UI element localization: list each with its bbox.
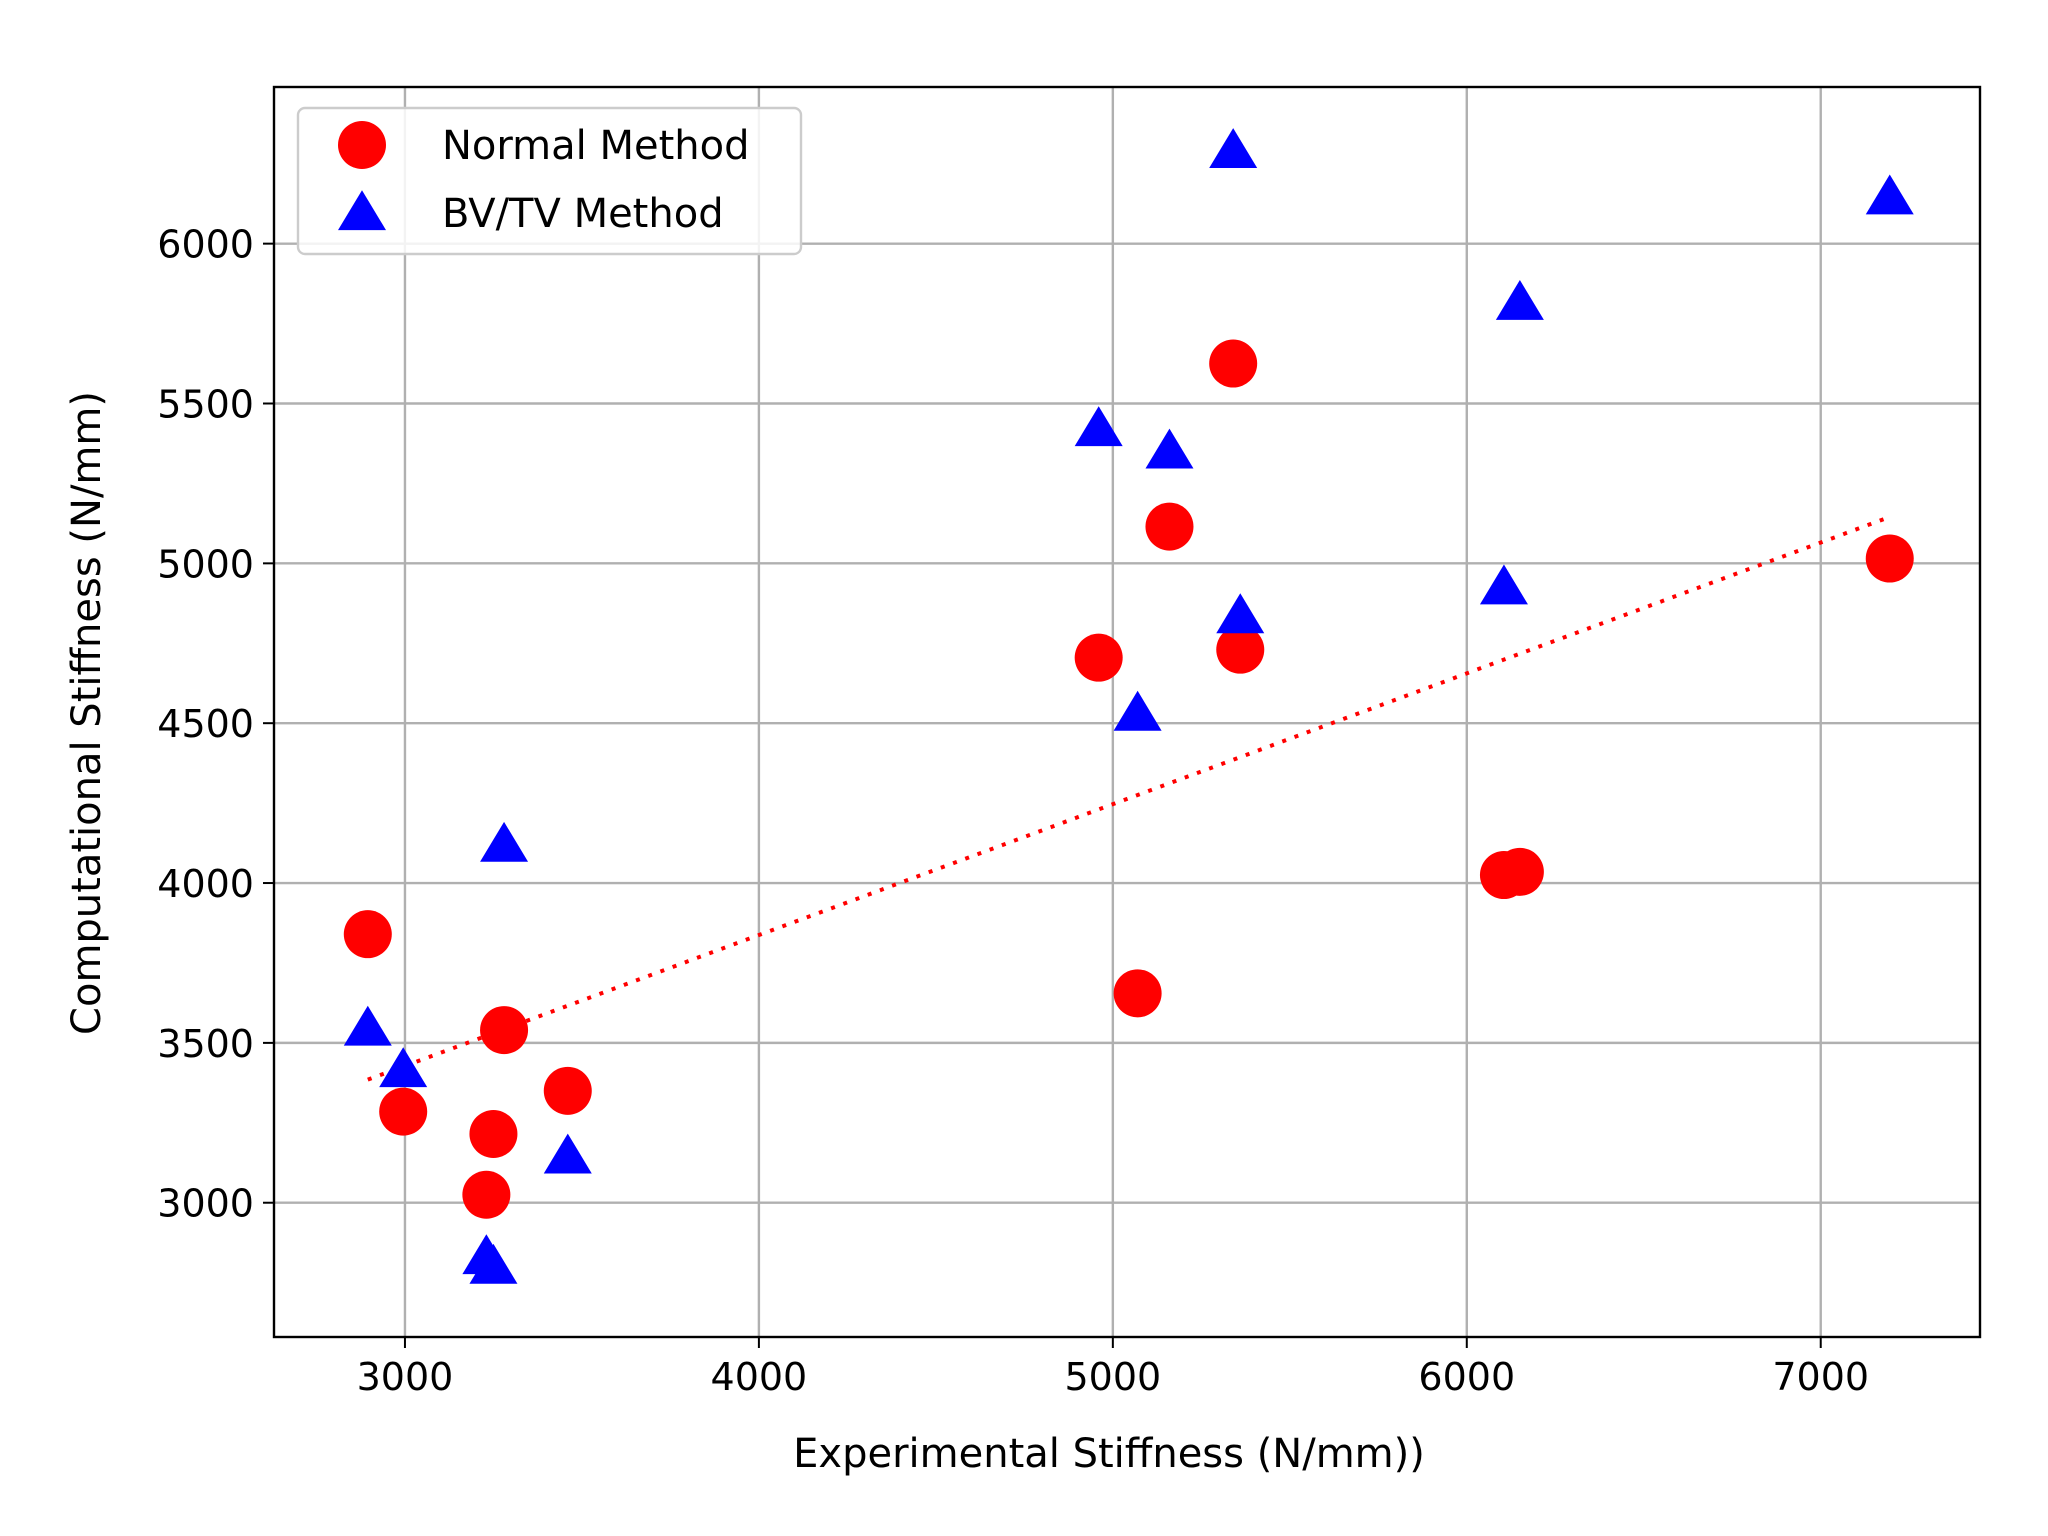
bvtv-method-point-5 — [543, 1133, 592, 1174]
normal-method-point-2 — [462, 1170, 511, 1219]
x-axis-title: Experimental Stiffness (N/mm)) — [793, 1431, 1425, 1477]
trendline-group — [367, 515, 1891, 1082]
normal-method-point-7 — [1113, 969, 1162, 1018]
normal-method-point-4 — [480, 1006, 529, 1055]
normal-method-point-1 — [379, 1087, 428, 1136]
normal-method-point-9 — [1209, 339, 1258, 388]
normal-method-point-8 — [1145, 502, 1194, 551]
y-tick-label-1: 3500 — [157, 1022, 254, 1066]
normal-method-point-5 — [543, 1066, 592, 1115]
bvtv-method-point-13 — [1865, 174, 1914, 215]
x-tick-label-3: 6000 — [1418, 1355, 1515, 1399]
y-tick-label-2: 4000 — [157, 862, 254, 906]
y-tick-label-5: 5500 — [157, 382, 254, 426]
x-tick-label-0: 3000 — [357, 1355, 454, 1399]
bvtv-method-point-12 — [1495, 279, 1544, 320]
bvtv-method-point-1 — [379, 1047, 428, 1088]
bvtv-method-point-4 — [480, 821, 529, 862]
y-tick-label-0: 3000 — [157, 1182, 254, 1226]
bvtv-method-point-9 — [1209, 128, 1258, 169]
normal-method-point-12 — [1495, 847, 1544, 896]
trendline — [367, 515, 1891, 1082]
legend-label-normal-method: Normal Method — [442, 123, 749, 169]
legend-marker-bvtv-method — [338, 190, 386, 231]
normal-method-point-13 — [1865, 534, 1914, 583]
axis-ticks: 3000 4000 5000 6000 7000 3000 3500 4000 4500 5000… — [157, 223, 1869, 1399]
x-tick-label-1: 4000 — [711, 1355, 808, 1399]
normal-method-point-0 — [343, 910, 392, 959]
bvtv-method-point-11 — [1479, 564, 1528, 605]
normal-method-point-3 — [469, 1109, 518, 1158]
bvtv-method-point-6 — [1074, 406, 1123, 447]
plot-frame — [272, 85, 1982, 1339]
bvtv-method-point-8 — [1145, 428, 1194, 469]
y-tick-label-4: 5000 — [157, 542, 254, 586]
y-tick-label-6: 6000 — [157, 223, 254, 267]
y-axis-title: Computational Stiffness (N/mm) — [64, 391, 110, 1035]
bvtv-method-point-0 — [343, 1005, 392, 1046]
y-tick-label-3: 4500 — [157, 702, 254, 746]
bvtv-method-point-3 — [469, 1243, 518, 1284]
bvtv-method-point-7 — [1113, 690, 1162, 731]
data-points — [343, 128, 1914, 1284]
legend-marker-normal-method — [338, 121, 386, 169]
x-tick-label-4: 7000 — [1772, 1355, 1869, 1399]
legend-box — [296, 106, 803, 256]
legend-label-bvtv-method: BV/TV Method — [442, 191, 724, 237]
normal-method-point-6 — [1074, 633, 1123, 682]
grid — [274, 87, 1980, 1337]
x-tick-label-2: 5000 — [1064, 1355, 1161, 1399]
legend: Normal Method BV/TV Method — [296, 106, 803, 256]
normal-method-point-10 — [1216, 625, 1265, 674]
bvtv-method-point-10 — [1216, 593, 1265, 634]
